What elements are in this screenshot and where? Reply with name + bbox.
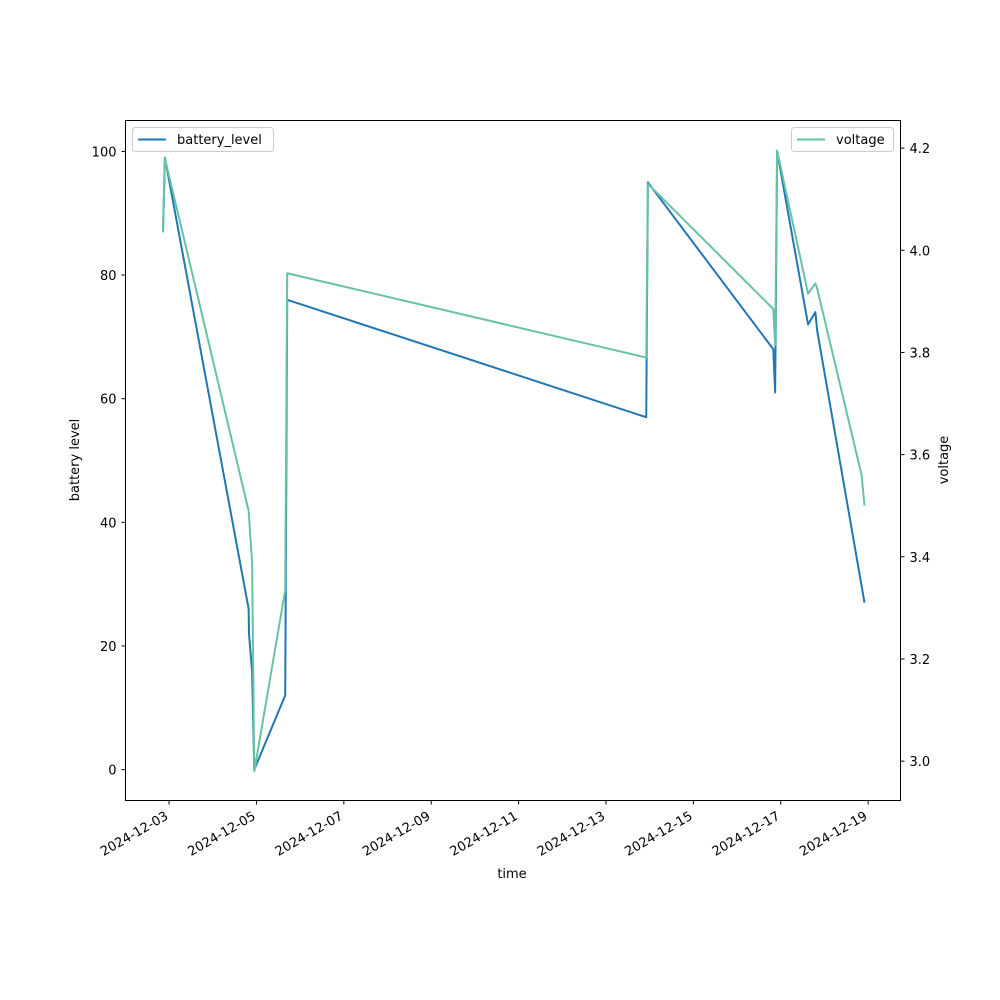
y-right-tick-label-4-0: 4.0 xyxy=(910,244,931,259)
legend-label-battery-level: battery_level xyxy=(177,133,262,148)
x-axis-title: time xyxy=(497,867,526,882)
y-left-tick-label-80: 80 xyxy=(100,269,117,284)
y-axis-right-title: voltage xyxy=(937,436,952,485)
legend-label-voltage: voltage xyxy=(836,133,885,148)
y-axis-left: 0 20 40 60 80 100 xyxy=(92,145,126,779)
y-left-tick-label-100: 100 xyxy=(92,145,117,160)
y-left-tick-label-0: 0 xyxy=(108,764,116,779)
series-line-voltage xyxy=(162,149,866,773)
legend-voltage: voltage xyxy=(791,127,894,152)
y-left-tick-label-60: 60 xyxy=(100,393,117,408)
legend-battery-level: battery_level xyxy=(132,127,274,152)
plot-frame xyxy=(125,120,901,801)
plot-lines xyxy=(162,149,866,773)
series-line-battery-level xyxy=(162,150,866,771)
y-left-tick-label-20: 20 xyxy=(100,640,117,655)
y-axis-right: 3.0 3.2 3.4 3.6 3.8 4.0 4.2 xyxy=(900,142,931,770)
legend-box-left xyxy=(132,127,274,152)
y-right-tick-label-3-8: 3.8 xyxy=(910,346,931,361)
y-right-tick-label-4-2: 4.2 xyxy=(910,142,931,157)
y-right-tick-label-3-2: 3.2 xyxy=(910,653,931,668)
y-right-tick-label-3-4: 3.4 xyxy=(910,551,931,566)
y-right-tick-label-3-0: 3.0 xyxy=(910,755,931,770)
y-axis-left-title: battery level xyxy=(68,419,83,502)
y-left-tick-label-40: 40 xyxy=(100,516,117,531)
y-right-tick-label-3-6: 3.6 xyxy=(910,449,931,464)
legend-box-right xyxy=(791,127,894,152)
